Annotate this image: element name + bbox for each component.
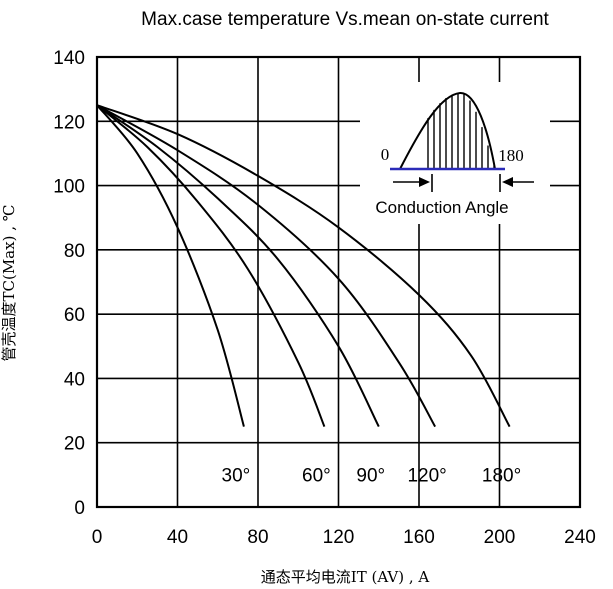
inset-waveform bbox=[399, 91, 496, 170]
x-tick-label: 160 bbox=[403, 527, 435, 548]
series-label: 60° bbox=[302, 465, 331, 486]
inset-start-label: 0 bbox=[381, 145, 390, 164]
series-line bbox=[96, 104, 511, 428]
y-tick-label: 0 bbox=[74, 498, 85, 519]
y-tick-label: 140 bbox=[53, 48, 85, 69]
series-label: 30° bbox=[222, 465, 251, 486]
inset-left-arrowhead bbox=[419, 177, 430, 187]
x-tick-label: 80 bbox=[247, 527, 268, 548]
plot-frame bbox=[95, 55, 582, 509]
chart-title: Max.case temperature Vs.mean on-state cu… bbox=[141, 9, 549, 30]
inset-hatching bbox=[427, 93, 495, 169]
y-axis-label: 管壳温度TC(Max) , ℃ bbox=[0, 204, 18, 361]
series-label: 90° bbox=[356, 465, 385, 486]
series-line bbox=[96, 104, 436, 428]
x-axis-label: 通态平均电流IT (AV) , A bbox=[261, 568, 430, 586]
y-tick-label: 100 bbox=[53, 177, 85, 198]
y-tick-label: 40 bbox=[64, 369, 85, 390]
series-label: 120° bbox=[407, 465, 446, 486]
inset-background bbox=[360, 82, 550, 224]
x-tick-label: 200 bbox=[484, 527, 516, 548]
series-line bbox=[96, 104, 326, 427]
x-tick-label: 120 bbox=[323, 527, 355, 548]
y-tick-label: 120 bbox=[53, 112, 85, 133]
x-tick-label: 0 bbox=[92, 527, 103, 548]
x-tick-label: 240 bbox=[564, 527, 596, 548]
inset-right-arrowhead bbox=[502, 177, 513, 187]
series-line bbox=[96, 104, 245, 427]
inset-caption: Conduction Angle bbox=[375, 198, 508, 217]
curves bbox=[96, 104, 511, 428]
inset-end-label: 180 bbox=[498, 146, 524, 165]
series-line bbox=[96, 104, 380, 428]
y-tick-label: 80 bbox=[64, 241, 85, 262]
tick-labels: 0 40 80 120 160 200 240 0 20 40 60 80 100 120 140 bbox=[53, 48, 596, 548]
y-tick-label: 60 bbox=[64, 305, 85, 326]
conduction-angle-inset: 0 180 Conduction Angle bbox=[360, 82, 550, 224]
series-labels: 30° 60° 90° 120° 180° bbox=[222, 465, 522, 486]
series-label: 180° bbox=[482, 465, 521, 486]
y-tick-label: 20 bbox=[64, 434, 85, 455]
x-tick-label: 40 bbox=[167, 527, 188, 548]
